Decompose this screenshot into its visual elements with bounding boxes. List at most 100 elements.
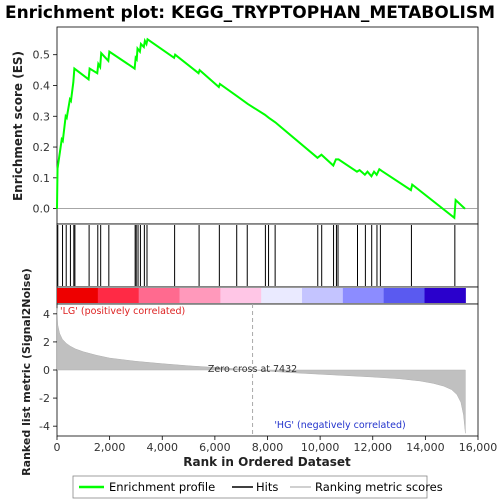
enrichment-profile-point [139, 51, 141, 53]
heat-band-segment [179, 288, 221, 303]
enrichment-profile-point [69, 98, 71, 100]
enrichment-profile-point [135, 57, 137, 59]
enrichment-profile-point [358, 169, 361, 171]
heat-band-segment [342, 288, 385, 303]
heat-band-segment [424, 288, 466, 303]
heat-band-segment [57, 288, 99, 303]
enrichment-profile-point [264, 114, 266, 116]
enrichment-profile-point [73, 67, 75, 70]
enrichment-profile-point [356, 171, 358, 173]
heat-band-segment [383, 288, 426, 303]
enrichment-profile-point [144, 40, 146, 42]
x-tick-label: 4,000 [147, 441, 179, 454]
x-tick-label: 14,000 [406, 441, 445, 454]
es-plot-area [56, 26, 479, 225]
enrichment-profile-point [56, 208, 58, 210]
enrichment-profile-point [337, 158, 340, 160]
enrichment-profile-point [61, 138, 63, 140]
enrichment-profile-point [89, 67, 91, 70]
rank-axis-label: Rank in Ordered Dataset [183, 455, 351, 469]
es-y-tick-label: 0.4 [33, 79, 51, 92]
es-y-tick-label: 0.1 [33, 172, 51, 185]
heat-band-segment [302, 288, 344, 303]
enrichment-profile-point [136, 58, 138, 60]
enrichment-profile-point [100, 52, 102, 54]
enrichment-profile-point [274, 121, 276, 124]
ranked-metric-panel: 4 2 0 -2 -4 0 2,000 4,000 6,000 8,000 10,000 12,00… [20, 268, 497, 476]
enrichment-profile-point [411, 184, 413, 186]
enrichment-profile-point [174, 54, 176, 56]
metric-y-tick-label: -4 [39, 420, 50, 433]
x-tick-label: 10,000 [301, 441, 340, 454]
x-tick-label: 6,000 [199, 441, 231, 454]
es-y-tick-label: 0.3 [33, 110, 51, 123]
enrichment-profile-point [87, 78, 90, 80]
es-y-tick-label: 0.2 [33, 141, 51, 154]
enrichment-profile-point [107, 60, 109, 62]
enrichment-profile-point [366, 171, 369, 173]
hit-lines [57, 225, 456, 286]
enrichment-profile-point [219, 83, 221, 85]
zero-cross-label: Zero cross at 7432 [208, 364, 297, 375]
enrichment-profile-point [199, 69, 201, 71]
enrichment-profile-point [99, 66, 101, 68]
positive-correlation-label: 'LG' (positively correlated) [60, 306, 185, 317]
enrichment-profile-point [66, 117, 68, 119]
enrichment-profile-point [455, 199, 457, 201]
x-tick-label: 0 [54, 441, 61, 454]
negative-correlation-label: 'HG' (negatively correlated) [274, 420, 405, 431]
metric-y-tick-label: 0 [43, 364, 50, 377]
enrichment-profile-point [146, 38, 149, 40]
metric-axis-label: Ranked list metric (Signal2Noise) [20, 268, 33, 476]
enrichment-profile-point [134, 67, 136, 70]
enrichment-profile-point [56, 167, 59, 170]
enrichment-profile-point [65, 115, 67, 117]
enrichment-profile-line [56, 37, 466, 220]
es-axis-label: Enrichment score (ES) [11, 51, 25, 201]
enrichment-profile-point [96, 72, 98, 74]
enrichment-profile-points [56, 38, 466, 219]
legend-label-hits: Hits [256, 480, 278, 494]
enrichment-profile-point [72, 81, 74, 84]
es-y-tick-label: 0.0 [33, 203, 51, 216]
metric-y-ticks: 4 2 0 -2 -4 [39, 308, 57, 433]
metric-y-tick-label: 2 [43, 336, 50, 349]
ranked-list-heat-band [56, 286, 479, 305]
enrichment-profile-point [335, 158, 337, 160]
enrichment-profile-point [410, 189, 412, 191]
es-y-ticks: 0.0 0.1 0.2 0.3 0.4 0.5 [33, 49, 57, 216]
metric-y-tick-label: 4 [43, 308, 50, 321]
enrichment-profile-point [332, 164, 334, 167]
enrichment-profile-point [70, 100, 72, 102]
enrichment-score-panel: 0.0 0.1 0.2 0.3 0.4 0.5 Enrichment score (ES) [11, 26, 479, 225]
legend-label-enrichment: Enrichment profile [109, 480, 215, 494]
enrichment-profile-point [453, 217, 455, 219]
enrichment-profile-point [376, 174, 378, 176]
x-tick-label: 12,000 [354, 441, 393, 454]
enrichment-profile-point [218, 86, 220, 88]
enrichment-profile-point [236, 95, 238, 97]
heat-band-segment [261, 288, 303, 303]
es-y-tick-label: 0.5 [33, 49, 51, 62]
legend-label-metric: Ranking metric scores [315, 480, 443, 494]
heat-band-segment [220, 288, 262, 303]
heat-band-segment [97, 288, 140, 303]
x-tick-label: 8,000 [252, 441, 284, 454]
metric-x-ticks: 0 2,000 4,000 6,000 8,000 10,000 12,000 14,000 1… [54, 436, 497, 454]
enrichment-profile-point [464, 208, 466, 210]
enrichment-profile-point [378, 168, 380, 170]
enrichment-profile-point [62, 140, 64, 142]
enrichment-profile-point [247, 103, 249, 105]
enrichment-profile-point [320, 154, 323, 156]
enrichment-profile-point [143, 46, 145, 48]
enrichment-profile-point [136, 47, 139, 50]
enrichment-profile-point [316, 157, 319, 159]
enrichment-profile-point [364, 174, 366, 176]
enrichment-profile-point [197, 72, 200, 74]
enrichment-profile-point [370, 175, 373, 177]
chart-title: Enrichment plot: KEGG_TRYPTOPHAN_METABOL… [5, 3, 495, 23]
enrichment-profile-point [173, 57, 175, 59]
enrichment-profile-point [373, 171, 375, 173]
legend: Enrichment profile Hits Ranking metric s… [72, 475, 443, 499]
